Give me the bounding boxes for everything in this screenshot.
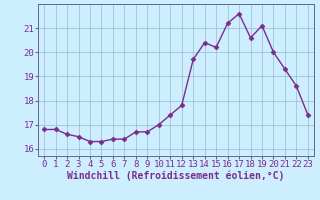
X-axis label: Windchill (Refroidissement éolien,°C): Windchill (Refroidissement éolien,°C) xyxy=(67,171,285,181)
